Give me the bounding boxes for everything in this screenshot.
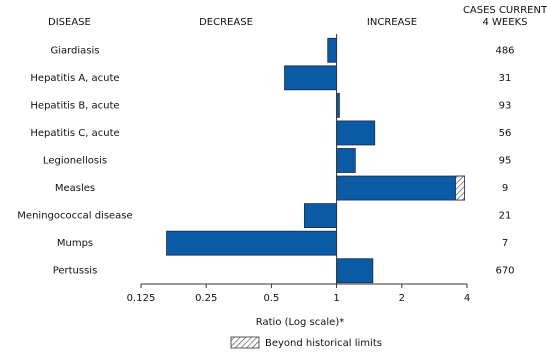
category-label: Hepatitis A, acute [30, 73, 119, 84]
bar [303, 203, 338, 229]
category-label: Meningococcal disease [17, 211, 132, 222]
category-label: Giardiasis [50, 45, 99, 56]
cases-value: 486 [495, 45, 514, 56]
category-label: Hepatitis C, acute [30, 128, 119, 139]
cases-value: 93 [499, 100, 512, 111]
beyond-limit [455, 175, 466, 201]
x-tick-label: 0.125 [127, 293, 156, 304]
x-tick-label: 0.5 [263, 293, 279, 304]
bar [336, 120, 376, 146]
cases-value: 31 [499, 73, 512, 84]
category-label: Hepatitis B, acute [30, 100, 119, 111]
category-label: Measles [55, 183, 95, 194]
cases-value: 56 [499, 128, 512, 139]
legend-label: Beyond historical limits [265, 338, 382, 349]
bar [284, 65, 338, 91]
x-tick-label: 4 [464, 293, 470, 304]
category-label: Mumps [57, 238, 93, 249]
disease-header: DISEASE [48, 17, 91, 28]
bar [336, 175, 466, 201]
x-tick-label: 2 [399, 293, 405, 304]
cases-value: 670 [495, 266, 514, 277]
x-tick-label: 1 [333, 293, 339, 304]
bar [327, 37, 338, 63]
cases-value: 9 [502, 183, 508, 194]
category-label: Pertussis [53, 266, 98, 277]
x-tick-label: 0.25 [195, 293, 217, 304]
increase-header: INCREASE [367, 17, 417, 28]
x-axis-label: Ratio (Log scale)* [256, 317, 344, 328]
cases-value: 95 [499, 156, 512, 167]
cases-header: 4 WEEKS [483, 17, 528, 28]
bar [336, 258, 374, 284]
cases-header: CASES CURRENT [463, 5, 547, 16]
bar [166, 230, 338, 256]
bar [336, 148, 356, 173]
cases-value: 7 [502, 238, 508, 249]
cases-value: 21 [499, 211, 512, 222]
category-label: Legionellosis [43, 156, 107, 167]
legend-swatch [230, 336, 260, 349]
decrease-header: DECREASE [199, 17, 253, 28]
